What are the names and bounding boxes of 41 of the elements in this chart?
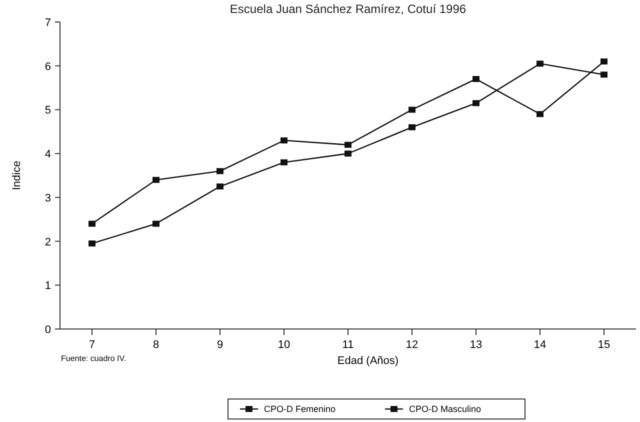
point [344,142,352,148]
point [472,76,480,82]
point [88,240,96,246]
point [216,183,224,190]
y-tick-label: 4 [44,148,51,161]
x-axis-title: Edad (Años) [337,355,399,367]
x-tick-label: 13 [470,339,482,351]
point [600,58,608,64]
x-tick-label: 12 [406,339,418,351]
point [216,168,224,174]
y-tick-label: 6 [44,60,51,73]
point [536,111,544,118]
point [152,220,160,227]
chart-title: Escuela Juan Sánchez Ramírez, Cotuí 1996 [230,2,466,16]
x-tick-label: 15 [598,339,610,351]
point [152,176,160,183]
x-tick-label: 10 [278,339,290,351]
y-tick-label: 0 [44,324,51,336]
point [280,159,288,166]
point [344,150,352,157]
y-tick-label: 7 [44,17,51,29]
x-tick-label: 7 [88,339,96,351]
x-tick-label: 14 [534,339,546,351]
point [472,100,480,106]
point [88,220,96,227]
legend-label: CPO-D Masculino [409,404,482,414]
legend-label: CPO-D Femenino [264,404,336,414]
source-note: Fuente: cuadro IV. [61,354,126,363]
x-tick-label: 8 [152,339,160,351]
x-tick-label: 9 [216,339,224,351]
y-tick-label: 1 [44,280,51,292]
y-tick-label: 3 [44,192,51,204]
point [280,137,288,144]
point [408,106,416,113]
y-tick-label: 2 [44,236,51,248]
y-tick-label: 5 [44,104,51,117]
y-axis-title: Indice [11,160,23,190]
x-tick-label: 11 [342,339,354,351]
point [600,72,608,78]
point [408,124,416,130]
point [536,60,544,67]
